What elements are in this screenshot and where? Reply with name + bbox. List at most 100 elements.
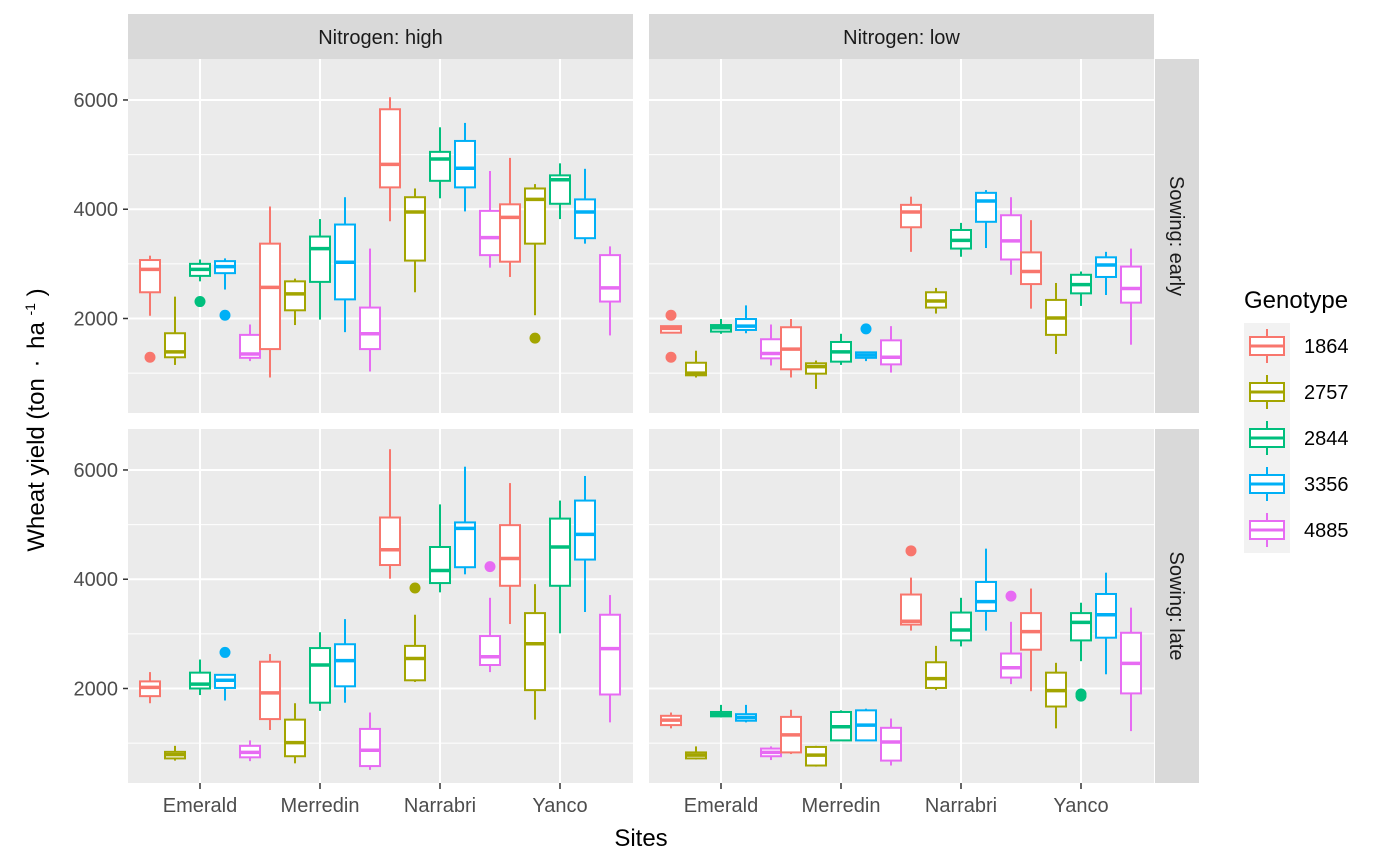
boxplot-emerald-3356 — [735, 704, 757, 723]
box-body — [574, 499, 596, 561]
box-body — [284, 280, 306, 312]
boxplot-emerald-2844 — [710, 704, 732, 718]
boxplot-merredin-2844 — [830, 333, 852, 365]
y-tick-label: 4000 — [74, 199, 119, 221]
box-outlier — [905, 545, 917, 557]
box-outlier — [1075, 688, 1087, 700]
facet-strip-row — [1155, 59, 1199, 413]
box-body — [359, 306, 381, 351]
boxplot-emerald-1864 — [660, 712, 682, 729]
y-axis-title-unit: ha — [23, 322, 50, 349]
boxplot-merredin-1864 — [259, 654, 281, 731]
box-body — [404, 644, 426, 682]
box-body — [880, 339, 902, 366]
boxplot-narrabri-1864 — [379, 449, 401, 579]
boxplot-merredin-3356 — [334, 619, 356, 703]
boxplot-narrabri-2757 — [925, 645, 947, 691]
x-tick-label: Yanco — [532, 795, 587, 817]
boxplot-emerald-4885 — [760, 746, 782, 761]
boxplot-merredin-3356 — [855, 708, 877, 742]
box-body — [334, 643, 356, 688]
boxplot-narrabri-2844 — [950, 597, 972, 647]
box-body — [975, 580, 997, 612]
y-tick-label: 2000 — [74, 678, 119, 700]
facet-strip-label: Nitrogen: low — [843, 27, 960, 49]
box-body — [429, 150, 451, 182]
boxplot-yanco-1864 — [499, 483, 521, 625]
box-body — [925, 661, 947, 689]
boxplot-emerald-3356 — [214, 258, 236, 321]
boxplot-narrabri-4885 — [479, 170, 501, 268]
boxplot-yanco-4885 — [1120, 607, 1142, 732]
boxplot-emerald-2844 — [189, 259, 211, 308]
box-outlier — [219, 646, 231, 658]
box-outlier — [144, 351, 156, 363]
box-body — [599, 613, 621, 696]
legend-label: 1864 — [1304, 336, 1349, 358]
boxplot-merredin-1864 — [780, 709, 802, 755]
box-body — [975, 191, 997, 223]
x-tick-label: Merredin — [802, 795, 881, 817]
boxplot-narrabri-1864 — [379, 97, 401, 222]
boxplot-emerald-2757 — [164, 745, 186, 761]
boxplot-yanco-2757 — [1045, 662, 1067, 729]
boxplot-yanco-3356 — [574, 475, 596, 613]
box-body — [900, 203, 922, 229]
boxplot-narrabri-2757 — [404, 188, 426, 293]
box-body — [379, 108, 401, 189]
box-body — [1120, 265, 1142, 304]
boxplot-yanco-2757 — [1045, 282, 1067, 354]
box-outlier — [1005, 590, 1017, 602]
box-body — [760, 338, 782, 360]
facet-strip-label: Nitrogen: high — [318, 27, 443, 49]
boxplot-merredin-2757 — [284, 703, 306, 764]
boxplot-yanco-2757 — [524, 584, 546, 720]
y-tick-label: 4000 — [74, 569, 119, 591]
box-body — [479, 635, 501, 667]
box-body — [499, 524, 521, 587]
boxplot-merredin-1864 — [259, 206, 281, 378]
x-tick-label: Merredin — [281, 795, 360, 817]
box-body — [900, 593, 922, 626]
y-tick-label: 6000 — [74, 460, 119, 482]
box-outlier — [665, 351, 677, 363]
box-body — [574, 198, 596, 240]
boxplot-yanco-2757 — [524, 184, 546, 344]
boxplot-emerald-4885 — [239, 740, 261, 762]
facet-strip-column — [128, 14, 633, 59]
box-body — [309, 647, 331, 704]
box-body — [139, 259, 161, 294]
box-outlier — [860, 323, 872, 335]
boxplot-emerald-1864 — [139, 672, 161, 704]
box-outlier — [219, 309, 231, 321]
boxplot-narrabri-2844 — [429, 504, 451, 593]
boxplot-merredin-2757 — [805, 745, 827, 767]
boxplot-narrabri-1864 — [900, 545, 922, 631]
legend-label: 2757 — [1304, 382, 1349, 404]
boxplot-yanco-2844 — [1070, 602, 1092, 702]
y-axis-title-dot: · — [23, 360, 50, 368]
box-body — [1020, 251, 1042, 286]
boxplot-merredin-4885 — [880, 718, 902, 766]
box-body — [599, 254, 621, 303]
boxplot-narrabri-2844 — [950, 222, 972, 257]
boxplot-emerald-4885 — [239, 324, 261, 362]
facet-strip-row — [1155, 429, 1199, 783]
legend-item-3356: 3356 — [1244, 461, 1349, 507]
boxplot-yanco-1864 — [499, 157, 521, 277]
box-body — [805, 362, 827, 375]
boxplot-narrabri-1864 — [900, 196, 922, 252]
boxplot-narrabri-2757 — [925, 287, 947, 314]
legend-label: 3356 — [1304, 474, 1349, 496]
box-body — [454, 139, 476, 189]
boxplot-emerald-2844 — [710, 319, 732, 334]
boxplot-merredin-2757 — [805, 360, 827, 389]
boxplot-yanco-4885 — [599, 595, 621, 723]
boxplot-emerald-2844 — [189, 659, 211, 696]
boxplot-emerald-2757 — [685, 746, 707, 760]
x-tick-label: Narrabri — [925, 795, 997, 817]
x-axis-title: Sites — [614, 825, 667, 852]
box-body — [880, 726, 902, 762]
box-body — [164, 332, 186, 359]
